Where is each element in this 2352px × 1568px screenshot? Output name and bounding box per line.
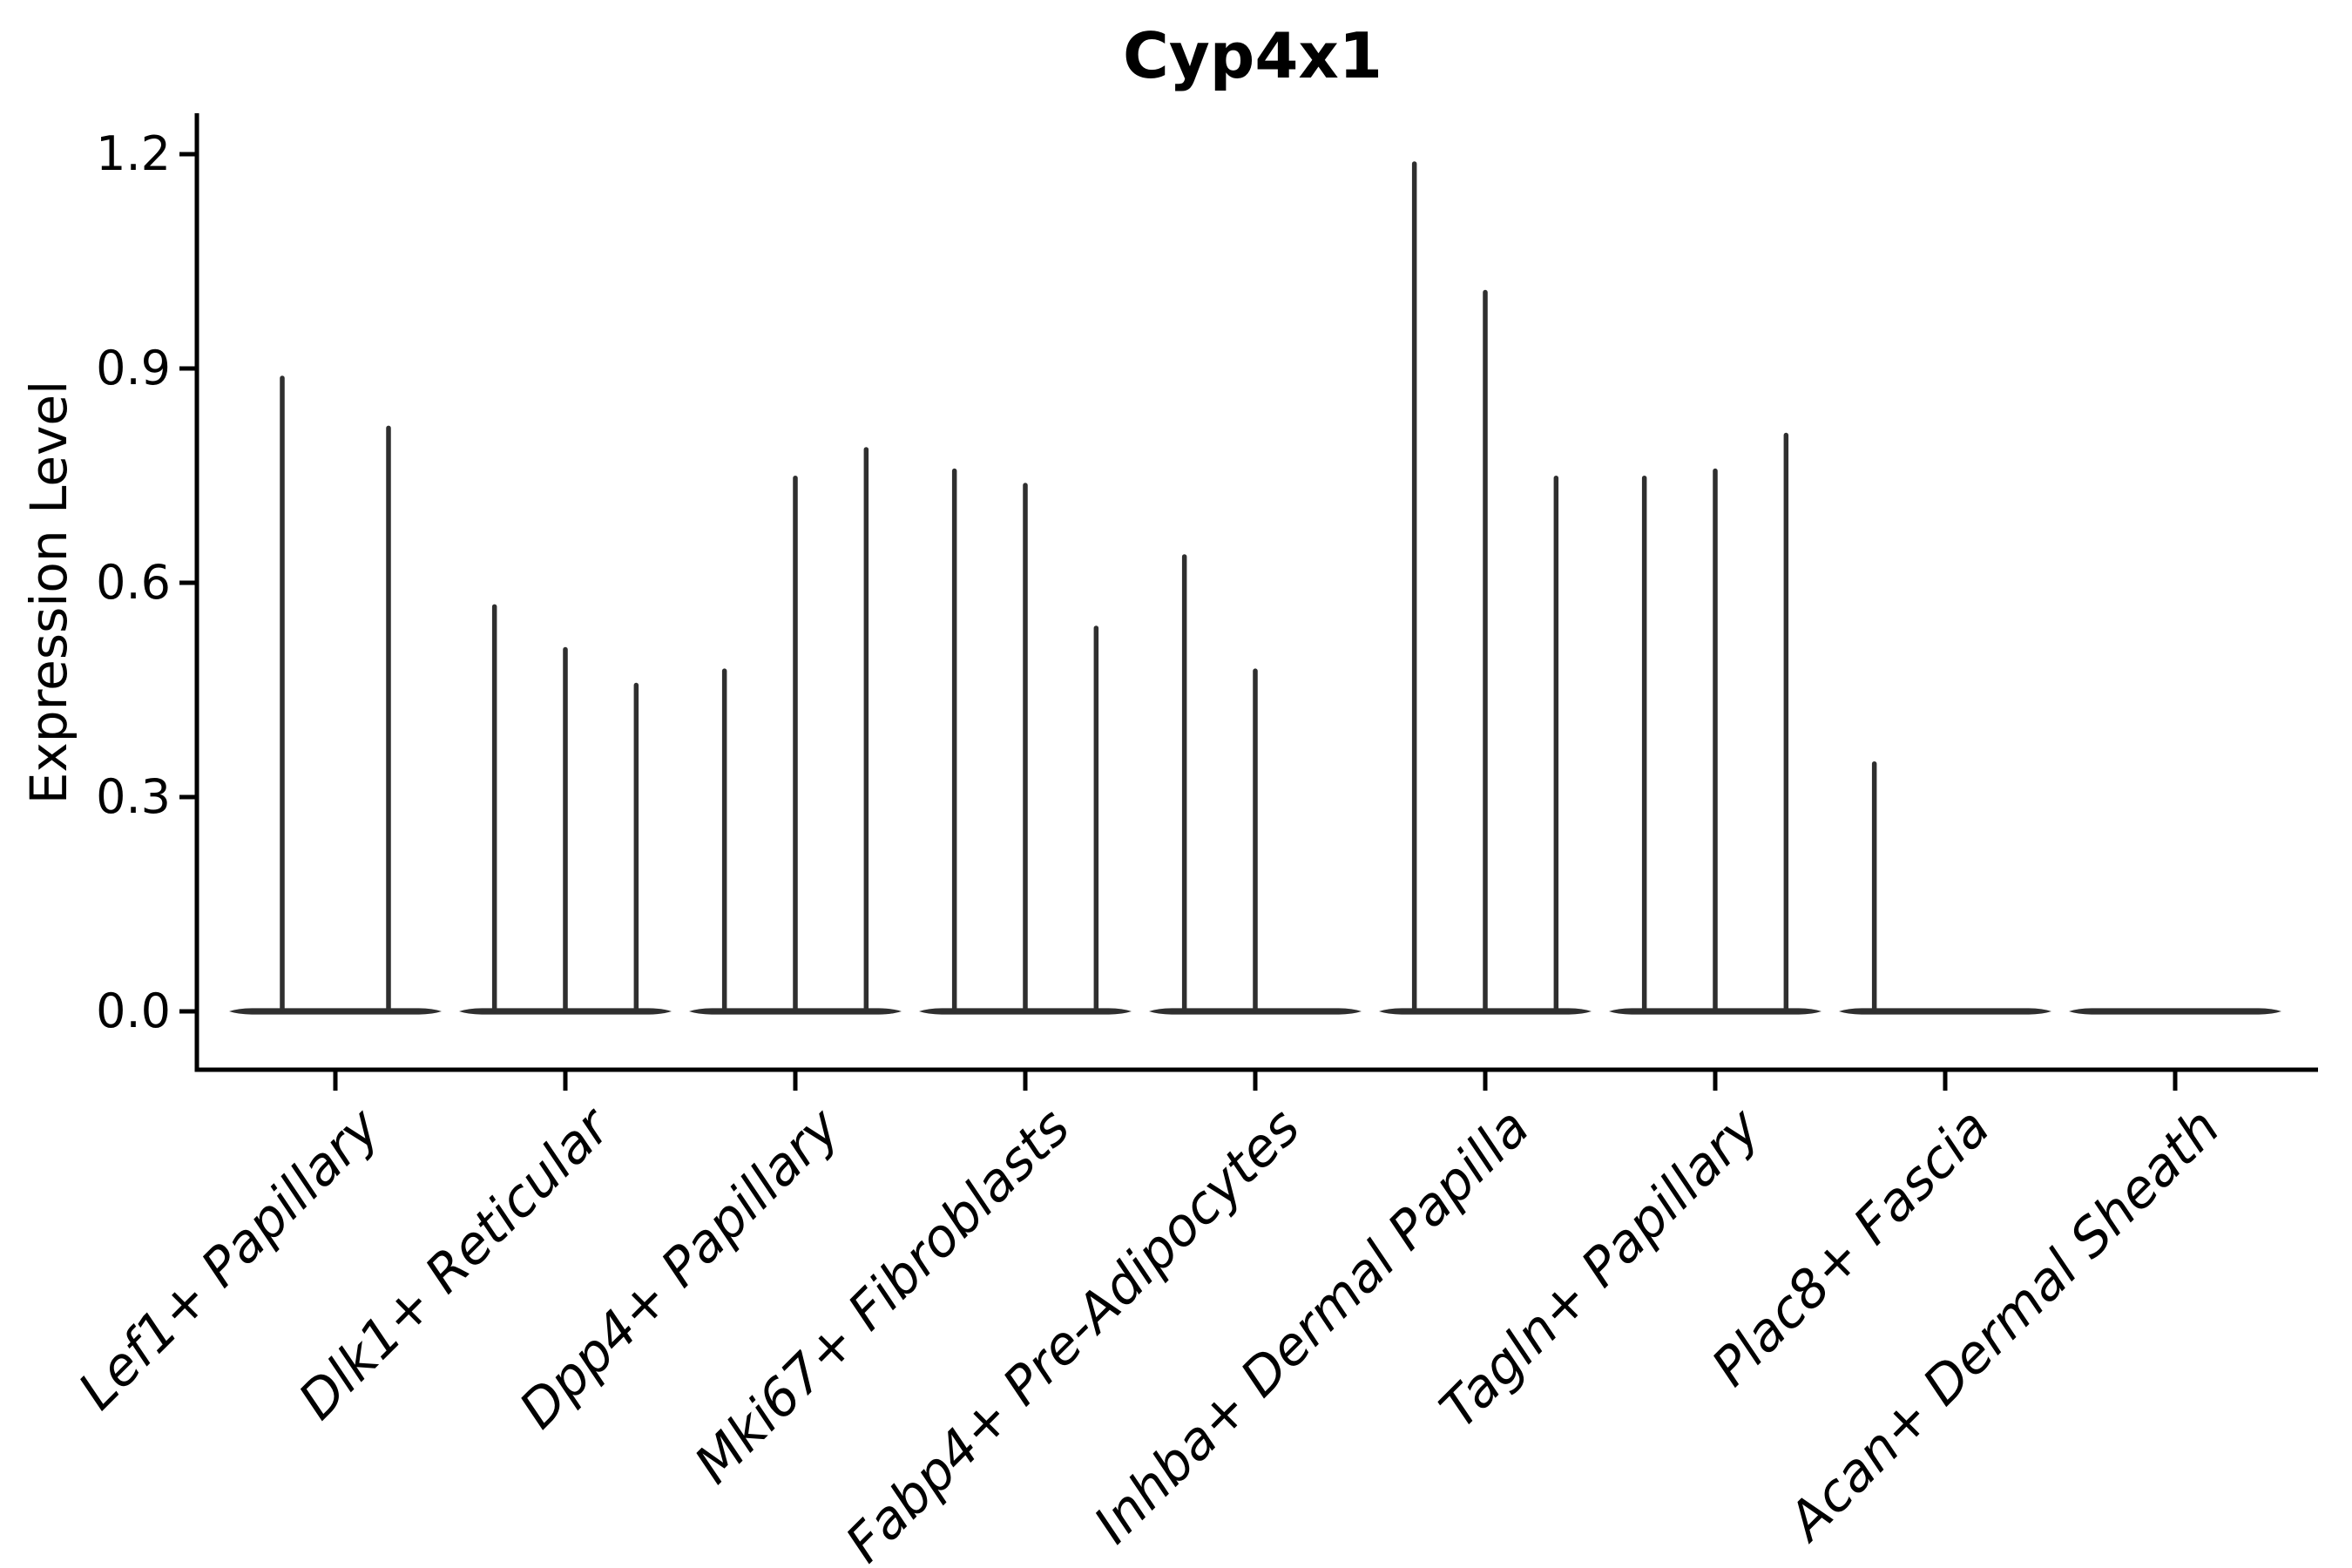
y-tick-label: 0.9 [96, 341, 171, 395]
chart-title: Cyp4x1 [1123, 19, 1382, 92]
violin-baseline [229, 1008, 442, 1015]
violin-baseline [1839, 1008, 2051, 1015]
y-tick-label: 0.0 [96, 983, 171, 1038]
y-axis-label: Expression Level [19, 380, 78, 805]
violin-baseline [2069, 1008, 2281, 1015]
y-tick-label: 0.6 [96, 555, 171, 610]
y-tick-label: 1.2 [96, 126, 171, 181]
y-tick-label: 0.3 [96, 769, 171, 824]
